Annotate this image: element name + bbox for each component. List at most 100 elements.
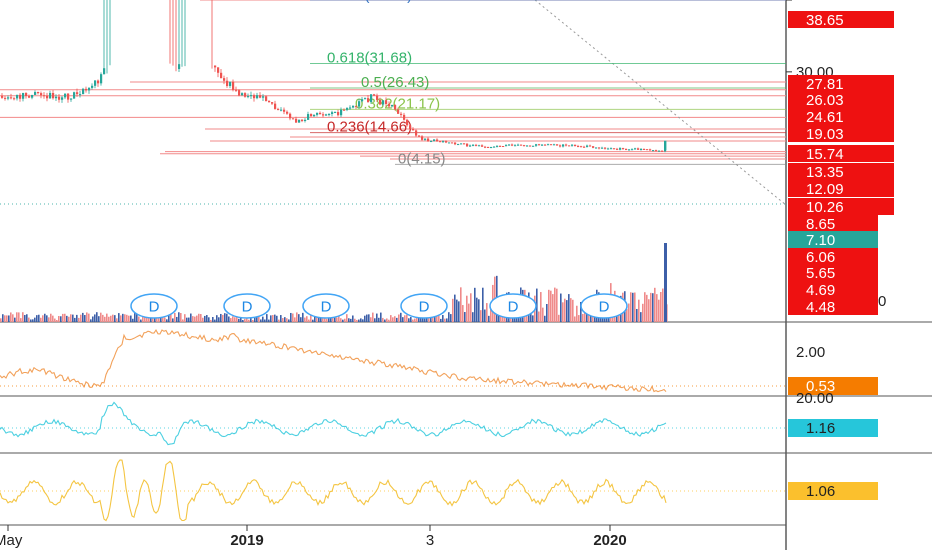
price-badge-label: 15.74 (806, 146, 844, 163)
volume-bar (352, 315, 354, 322)
volume-bar (118, 313, 120, 322)
volume-bar (430, 315, 432, 322)
volume-bar (574, 316, 576, 322)
volume-bar (638, 299, 640, 322)
price-badge-bg (788, 145, 894, 162)
price-badge-bg (788, 281, 878, 298)
volume-bar (178, 312, 180, 322)
volume-bar (172, 318, 174, 322)
volume-bar (400, 312, 402, 322)
volume-bar (646, 294, 648, 322)
volume-bar (278, 319, 280, 322)
candle-body (79, 94, 82, 96)
candle-body (400, 113, 403, 115)
candle-body (40, 93, 43, 96)
candle-body (418, 135, 421, 137)
price-badge-label: 19.03 (806, 126, 844, 143)
volume-bar (268, 319, 270, 322)
volume-bar (396, 317, 398, 322)
candle-body (355, 105, 358, 107)
candle-body (367, 98, 370, 102)
volume-bar (628, 303, 630, 322)
volume-bar (542, 307, 544, 322)
candle-body (415, 130, 418, 136)
candle-body (55, 96, 58, 99)
volume-bar (290, 312, 292, 322)
candle-body (394, 105, 397, 110)
price-badge-label: 26.03 (806, 92, 844, 109)
volume-bar (90, 319, 92, 322)
price-badge-bg (788, 163, 894, 180)
candle-body (376, 95, 379, 100)
volume-bar (318, 317, 320, 322)
volume-bar (444, 318, 446, 322)
volume-bar (6, 315, 8, 322)
time-axis-label: 2019 (230, 532, 263, 549)
volume-bar (486, 303, 488, 322)
volume-bar (452, 298, 454, 322)
volume-bar (408, 318, 410, 322)
volume-bar (242, 319, 244, 322)
volume-bar (464, 312, 466, 322)
volume-bar (10, 312, 12, 322)
dividend-marker: D (489, 293, 537, 319)
volume-bar (556, 288, 558, 322)
volume-bar (136, 314, 138, 322)
candle-body (472, 144, 475, 146)
candle-body (322, 114, 325, 116)
candle-body (334, 112, 337, 114)
price-tick-label: 35.00 (796, 0, 834, 4)
dividend-marker-circle (223, 293, 271, 319)
volume-bar (72, 314, 74, 322)
volume-bar (276, 315, 278, 322)
candle-body (589, 145, 592, 147)
volume-bar (86, 312, 88, 322)
volume-bar (46, 315, 48, 322)
volume-bar (458, 301, 460, 322)
volume-bar (582, 313, 584, 322)
volume-bar (156, 318, 158, 322)
fib-level-label: 0.786(39.17) (327, 0, 412, 4)
candle-body (493, 146, 496, 148)
volume-bar (198, 313, 200, 322)
fib-level-label: 0.618(31.68) (327, 50, 412, 67)
candle-body (283, 109, 286, 112)
candle-body (463, 143, 466, 145)
candle-body (382, 100, 385, 105)
volume-bar (176, 316, 178, 322)
dividend-marker-label: D (149, 299, 160, 316)
candle-body (586, 145, 589, 147)
candle-body (511, 144, 514, 146)
candle-body (457, 144, 460, 146)
candle-body (61, 97, 64, 100)
indicator-line (0, 401, 667, 446)
volume-bar (252, 319, 254, 322)
volume-bar (110, 315, 112, 322)
volume-bar (34, 317, 36, 322)
candle-body (421, 136, 424, 140)
volume-bar (166, 319, 168, 322)
volume-bar (228, 316, 230, 322)
volume-bar (454, 294, 456, 322)
candle-body (37, 91, 40, 94)
volume-bar (78, 317, 80, 322)
candle-body (337, 112, 340, 116)
candle-body (412, 128, 415, 131)
volume-bar (386, 318, 388, 322)
candle-body (481, 145, 484, 147)
candle-body (7, 97, 10, 99)
time-axis-label: 3 (426, 532, 434, 549)
volume-bar (180, 313, 182, 322)
candle-body (568, 145, 571, 147)
candle-body (85, 88, 88, 91)
candle-body (325, 114, 328, 116)
price-badge-bg (788, 231, 878, 248)
volume-bar (644, 292, 646, 322)
volume-bar (64, 313, 66, 322)
candle-body (235, 89, 238, 91)
volume-bar (448, 312, 450, 322)
volume-bar (40, 317, 42, 322)
volume-bar (382, 317, 384, 322)
candle-body (637, 148, 640, 150)
